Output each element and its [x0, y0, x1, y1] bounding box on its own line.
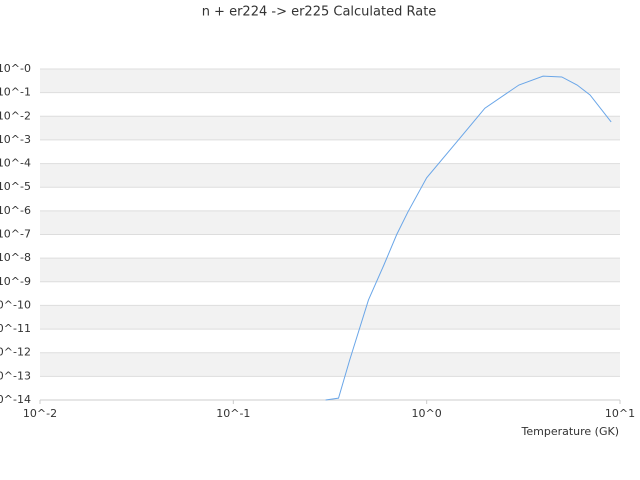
- x-tick-label: 10^0: [412, 407, 442, 420]
- y-tick-label: 10^-5: [0, 180, 31, 193]
- chart-title: n + er224 -> er225 Calculated Rate: [202, 5, 437, 20]
- y-tick-label: 10^-8: [0, 251, 31, 264]
- y-tick-label: 10^-13: [0, 369, 31, 382]
- y-tick-label: 10^-14: [0, 393, 31, 406]
- grid-band: [40, 258, 620, 282]
- y-tick-label: 10^-3: [0, 133, 31, 146]
- x-axis-label: Temperature (GK): [521, 425, 620, 438]
- y-tick-label: 10^-7: [0, 228, 31, 241]
- grid-band: [40, 116, 620, 140]
- x-tick-label: 10^-2: [23, 407, 57, 420]
- y-tick-label: 10^-0: [0, 62, 31, 75]
- grid-band: [40, 352, 620, 377]
- data-line: [325, 75, 612, 401]
- y-tick-label: 10^-11: [0, 322, 31, 335]
- y-tick-label: 10^-4: [0, 157, 31, 170]
- y-tick-label: 10^-10: [0, 298, 31, 311]
- grid-band: [40, 210, 620, 235]
- x-tick-label: 10^1: [605, 407, 635, 420]
- y-tick-label: 10^-9: [0, 275, 31, 288]
- y-tick-label: 10^-6: [0, 204, 31, 217]
- x-tick-label: 10^-1: [216, 407, 250, 420]
- grid-band: [40, 69, 620, 93]
- y-tick-label: 10^-1: [0, 86, 31, 99]
- grid-band: [40, 163, 620, 188]
- y-tick-label: 10^-2: [0, 109, 31, 122]
- y-tick-label: 10^-12: [0, 346, 31, 359]
- grid-band: [40, 305, 620, 330]
